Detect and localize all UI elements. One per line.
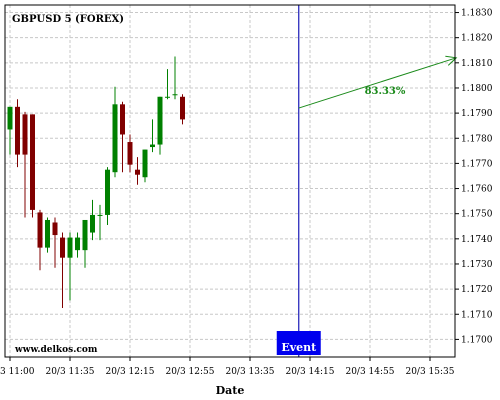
- candle: [97, 204, 103, 241]
- event-label: Event: [281, 341, 317, 354]
- candle: [60, 232, 65, 308]
- candle: [22, 111, 28, 218]
- candle: [135, 157, 140, 185]
- y-tick-label: 1.1720: [461, 285, 493, 295]
- y-tick-label: 1.1830: [461, 9, 493, 19]
- plot-frame: [4, 4, 456, 358]
- candle-body: [142, 149, 148, 178]
- candle: [82, 219, 88, 268]
- candle: [75, 232, 80, 258]
- candle-body: [37, 212, 43, 248]
- candle-body: [127, 142, 133, 165]
- x-tick-label: 20/3 12:55: [165, 367, 214, 377]
- y-tick-label: 1.1700: [461, 335, 493, 345]
- x-tick-label: 20/3 13:35: [225, 367, 274, 377]
- y-tick-label: 1.1790: [461, 109, 493, 119]
- candles: [7, 56, 185, 308]
- y-tick-label: 1.1740: [461, 235, 493, 245]
- candle: [150, 119, 155, 153]
- x-tick-label: 20/3 11:35: [45, 367, 94, 377]
- candle-body: [60, 237, 65, 258]
- chart-title: GBPUSD 5 (FOREX): [12, 14, 124, 25]
- candle: [127, 134, 133, 173]
- candle: [120, 101, 125, 173]
- y-tick-label: 1.1760: [461, 185, 493, 195]
- candle-body: [75, 237, 80, 251]
- candle-body: [150, 144, 155, 148]
- y-tick-label: 1.1820: [461, 34, 493, 44]
- candle: [165, 69, 170, 100]
- y-tick-label: 1.1810: [461, 59, 493, 69]
- y-tick-label: 1.1770: [461, 159, 493, 169]
- candle-body: [97, 214, 103, 216]
- y-axis-ticks: 1.1700 1.1710 1.1720 1.1730 1.1740 1.1750 1.17…: [455, 9, 493, 345]
- candle: [7, 106, 13, 155]
- forecast-arrow-line: [298, 57, 457, 109]
- candle-body: [67, 237, 73, 258]
- candle-body: [82, 219, 88, 251]
- candle: [15, 99, 20, 168]
- grid-lines: [5, 5, 455, 357]
- x-tick-label: 20/3 12:15: [105, 367, 154, 377]
- candle: [172, 56, 178, 100]
- event-badge: [276, 331, 321, 355]
- x-axis-ticks: 20/3 11:00 20/3 11:35 20/3 12:15 20/3 12:55…: [0, 357, 455, 377]
- candle-body: [180, 96, 185, 120]
- y-tick-label: 1.1710: [461, 310, 493, 320]
- candle: [52, 217, 58, 268]
- candle-body: [45, 219, 50, 248]
- candle-body: [90, 214, 95, 233]
- candle: [45, 217, 50, 253]
- candle-body: [112, 104, 118, 173]
- candle-body: [7, 106, 13, 130]
- candle-body: [165, 96, 170, 98]
- candle: [90, 199, 95, 241]
- candle: [180, 94, 185, 125]
- candle: [30, 114, 35, 218]
- candle-body: [157, 96, 163, 145]
- candle-body: [22, 114, 28, 155]
- candle-body: [120, 104, 125, 135]
- x-tick-label: 20/3 11:00: [0, 367, 35, 377]
- y-tick-label: 1.1750: [461, 210, 493, 220]
- candle-body: [30, 114, 35, 210]
- candle: [105, 167, 110, 225]
- candle-body: [172, 94, 178, 96]
- x-tick-label: 20/3 15:35: [405, 367, 454, 377]
- candle: [157, 96, 163, 155]
- candle: [112, 86, 118, 178]
- forecast-percent-label: 83.33%: [365, 86, 406, 97]
- candle-body: [135, 169, 140, 175]
- forecast-arrow-head: [445, 55, 458, 66]
- candle: [67, 232, 73, 301]
- candle-body: [15, 106, 20, 155]
- x-tick-label: 20/3 14:15: [285, 367, 334, 377]
- candle-body: [52, 222, 58, 236]
- y-tick-label: 1.1730: [461, 260, 493, 270]
- x-tick-label: 20/3 14:55: [345, 367, 394, 377]
- candle-body: [105, 169, 110, 215]
- watermark: www.delkos.com: [14, 345, 98, 355]
- candle: [37, 209, 43, 271]
- forecast: 83.33%: [298, 5, 458, 357]
- candle: [142, 149, 148, 183]
- y-tick-label: 1.1800: [461, 84, 493, 94]
- x-axis-label: Date: [216, 384, 245, 397]
- y-tick-label: 1.1780: [461, 134, 493, 144]
